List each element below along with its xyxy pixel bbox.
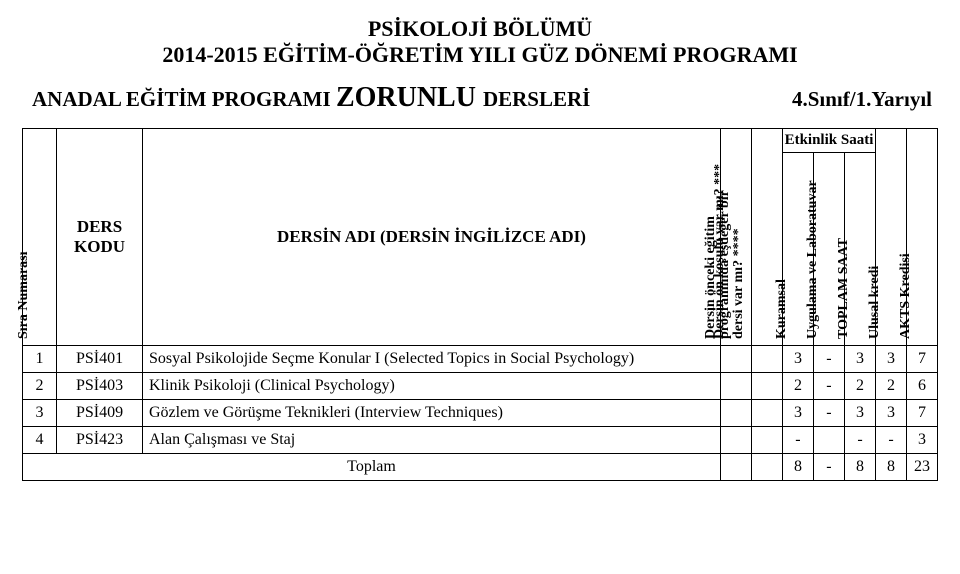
cell-akts: 6 xyxy=(907,373,938,400)
cell-uygulama: - xyxy=(813,373,844,400)
cell-kuramsal: 3 xyxy=(782,346,813,373)
cell-total-label: Toplam xyxy=(23,454,721,481)
cell-onkosul xyxy=(720,400,751,427)
col-toplamsaat-label: TOPLAM SAAT xyxy=(836,238,852,339)
col-adi-label: DERSİN ADI (DERSİN İNGİLİZCE ADI) xyxy=(277,227,586,246)
course-table-body: 1 PSİ401 Sosyal Psikolojide Seçme Konula… xyxy=(23,346,938,481)
table-row: 1 PSİ401 Sosyal Psikolojide Seçme Konula… xyxy=(23,346,938,373)
cell-toplamsaat: 3 xyxy=(844,400,875,427)
cell-sira: 4 xyxy=(23,427,57,454)
title-line-2: 2014-2015 EĞİTİM-ÖĞRETİM YILI GÜZ DÖNEMİ… xyxy=(22,42,938,68)
col-kod: DERS KODU xyxy=(57,129,143,346)
table-total-row: Toplam 8 - 8 8 23 xyxy=(23,454,938,481)
col-sira-label: Sıra Numarası xyxy=(16,252,32,340)
cell-adi: Sosyal Psikolojide Seçme Konular I (Sele… xyxy=(143,346,721,373)
cell-esdeger xyxy=(751,400,782,427)
header-row-1: Sıra Numarası DERS KODU DERSİN ADI (DERS… xyxy=(23,129,938,153)
cell-total-ulusal: 8 xyxy=(876,454,907,481)
subheading-row: ANADAL EĞİTİM PROGRAMI ZORUNLU DERSLERİ … xyxy=(32,82,932,114)
cell-akts: 7 xyxy=(907,400,938,427)
cell-sira: 1 xyxy=(23,346,57,373)
cell-esdeger xyxy=(751,373,782,400)
cell-total-toplamsaat: 8 xyxy=(844,454,875,481)
cell-total-kuramsal: 8 xyxy=(782,454,813,481)
cell-kod: PSİ401 xyxy=(57,346,143,373)
cell-esdeger xyxy=(751,427,782,454)
table-row: 2 PSİ403 Klinik Psikoloji (Clinical Psyc… xyxy=(23,373,938,400)
cell-kod: PSİ403 xyxy=(57,373,143,400)
course-table: Sıra Numarası DERS KODU DERSİN ADI (DERS… xyxy=(22,128,938,481)
cell-onkosul xyxy=(720,346,751,373)
cell-kod: PSİ423 xyxy=(57,427,143,454)
subheading-left: ANADAL EĞİTİM PROGRAMI ZORUNLU DERSLERİ xyxy=(32,82,590,114)
cell-uygulama: - xyxy=(813,346,844,373)
cell-ulusal: 2 xyxy=(876,373,907,400)
col-sira: Sıra Numarası xyxy=(23,129,57,346)
cell-uygulama: - xyxy=(813,400,844,427)
cell-sira: 2 xyxy=(23,373,57,400)
table-row: 3 PSİ409 Gözlem ve Görüşme Teknikleri (I… xyxy=(23,400,938,427)
cell-kod: PSİ409 xyxy=(57,400,143,427)
cell-sira: 3 xyxy=(23,400,57,427)
cell-kuramsal: - xyxy=(782,427,813,454)
col-adi: DERSİN ADI (DERSİN İNGİLİZCE ADI) xyxy=(143,129,721,346)
cell-kuramsal: 3 xyxy=(782,400,813,427)
table-row: 4 PSİ423 Alan Çalışması ve Staj - - - 3 xyxy=(23,427,938,454)
subheading-left-prefix: ANADAL EĞİTİM PROGRAMI xyxy=(32,87,336,111)
col-akts: AKTS Kredisi xyxy=(907,129,938,346)
col-akts-label: AKTS Kredisi xyxy=(898,253,914,339)
cell-adi: Gözlem ve Görüşme Teknikleri (Interview … xyxy=(143,400,721,427)
title-line-1: PSİKOLOJİ BÖLÜMÜ xyxy=(22,16,938,42)
cell-total-esdeger xyxy=(751,454,782,481)
subheading-left-suffix: DERSLERİ xyxy=(483,87,590,111)
cell-ulusal: 3 xyxy=(876,346,907,373)
cell-kuramsal: 2 xyxy=(782,373,813,400)
cell-adi: Klinik Psikoloji (Clinical Psychology) xyxy=(143,373,721,400)
page: PSİKOLOJİ BÖLÜMÜ 2014-2015 EĞİTİM-ÖĞRETİ… xyxy=(0,0,960,574)
col-uygulama-label: Uygulama ve Laboratuvar xyxy=(805,180,821,339)
subheading-right: 4.Sınıf/1.Yarıyıl xyxy=(792,87,932,112)
col-group-etkinlik-label: Etkinlik Saati xyxy=(785,132,874,148)
cell-onkosul xyxy=(720,373,751,400)
col-toplamsaat: TOPLAM SAAT xyxy=(844,153,875,346)
cell-toplamsaat: 2 xyxy=(844,373,875,400)
col-kod-label: DERS KODU xyxy=(74,217,125,256)
cell-total-onkosul xyxy=(720,454,751,481)
cell-total-uygulama: - xyxy=(813,454,844,481)
cell-toplamsaat: 3 xyxy=(844,346,875,373)
cell-total-akts: 23 xyxy=(907,454,938,481)
subheading-left-big: ZORUNLU xyxy=(336,82,483,113)
col-group-etkinlik: Etkinlik Saati xyxy=(782,129,875,153)
cell-akts: 3 xyxy=(907,427,938,454)
cell-ulusal: 3 xyxy=(876,400,907,427)
cell-akts: 7 xyxy=(907,346,938,373)
cell-toplamsaat: - xyxy=(844,427,875,454)
col-esdeger-label: Dersin önceki eğitim programında eşdeğer… xyxy=(704,163,746,339)
col-kuramsal-label: Kuramsal xyxy=(774,279,790,339)
cell-adi: Alan Çalışması ve Staj xyxy=(143,427,721,454)
cell-onkosul xyxy=(720,427,751,454)
cell-esdeger xyxy=(751,346,782,373)
cell-ulusal: - xyxy=(876,427,907,454)
cell-uygulama xyxy=(813,427,844,454)
